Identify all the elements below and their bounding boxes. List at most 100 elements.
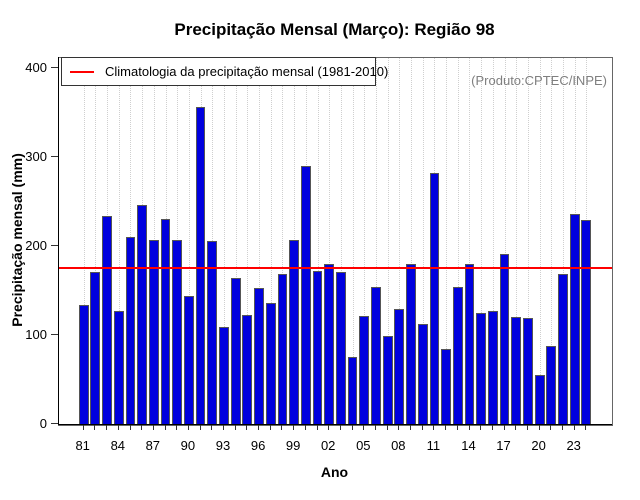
bar-1981 [78, 304, 89, 425]
x-tick-label: 87 [145, 438, 161, 453]
bar-2018 [511, 317, 522, 425]
grid-line [340, 58, 342, 425]
x-tick [106, 425, 108, 430]
bar-2003 [335, 271, 346, 425]
bar-1991 [195, 107, 206, 425]
x-tick [199, 425, 201, 430]
grid-line [422, 58, 424, 425]
y-tick [51, 334, 58, 335]
x-tick [164, 425, 166, 430]
grid-line [259, 58, 261, 425]
y-tick [51, 156, 58, 157]
x-tick-label: 02 [320, 438, 336, 453]
bar-1995 [242, 314, 253, 425]
bar-2024 [581, 220, 592, 425]
bar-1994 [230, 278, 241, 425]
x-tick [585, 425, 587, 430]
bar-1986 [137, 205, 148, 425]
x-tick [246, 425, 248, 430]
x-tick [550, 425, 552, 430]
bar-1992 [207, 240, 218, 425]
x-tick [386, 425, 388, 430]
bar-2021 [546, 345, 557, 425]
grid-line [317, 58, 319, 425]
y-tick-label: 200 [25, 238, 47, 253]
grid-line [457, 58, 459, 425]
grid-line [235, 58, 237, 425]
grid-line [83, 58, 85, 425]
y-tick [51, 67, 58, 68]
bar-1984 [113, 311, 124, 425]
grid-line [329, 58, 331, 425]
x-tick [304, 425, 306, 430]
grid-line [387, 58, 389, 425]
bar-2005 [359, 315, 370, 425]
legend-label: Climatologia da precipitação mensal (198… [105, 64, 389, 79]
bar-2016 [487, 311, 498, 425]
x-tick [398, 425, 400, 430]
x-axis-label: Ano [320, 464, 349, 480]
bar-2009 [406, 263, 416, 425]
grid-line [469, 58, 471, 425]
x-tick [328, 425, 330, 430]
bar-1993 [219, 327, 229, 425]
x-tick [421, 425, 423, 430]
y-tick [51, 423, 58, 424]
x-tick-label: 05 [356, 438, 371, 453]
x-tick [456, 425, 458, 430]
grid-line [399, 58, 401, 425]
x-tick [187, 425, 189, 430]
climatology-line-swatch-icon [70, 70, 94, 73]
grid-line [352, 58, 354, 425]
x-tick [82, 425, 84, 430]
x-tick [339, 425, 341, 430]
bar-1999 [289, 239, 300, 425]
bar-1983 [102, 215, 112, 425]
grid-line [247, 58, 249, 425]
x-tick [258, 425, 260, 430]
x-tick-label: 23 [566, 438, 581, 453]
grid-line [223, 58, 225, 425]
y-tick [51, 245, 58, 246]
bar-2000 [300, 166, 311, 425]
grid-line [95, 58, 97, 425]
bar-2012 [441, 348, 451, 425]
x-tick [129, 425, 131, 430]
x-tick-label: 99 [285, 438, 301, 453]
x-tick-label: 90 [180, 438, 196, 453]
x-tick [141, 425, 143, 430]
grid-line [562, 58, 564, 425]
bar-2004 [347, 357, 358, 425]
x-tick-label: 08 [391, 438, 406, 453]
x-tick [538, 425, 540, 430]
bar-2001 [312, 271, 323, 425]
bar-2013 [452, 287, 463, 425]
x-tick [374, 425, 376, 430]
bar-1982 [90, 271, 101, 425]
grid-line [270, 58, 272, 425]
x-tick [433, 425, 435, 430]
bar-1989 [172, 239, 183, 425]
grid-line [527, 58, 529, 425]
x-tick [293, 425, 295, 430]
x-tick [491, 425, 493, 430]
bar-2023 [569, 214, 580, 425]
x-axis-line [58, 424, 612, 425]
grid-line [551, 58, 553, 425]
x-tick [223, 425, 224, 430]
bar-1997 [265, 303, 276, 425]
bar-1998 [277, 273, 288, 425]
x-tick [234, 425, 236, 430]
grid-line [516, 58, 518, 425]
x-tick [117, 425, 119, 430]
x-tick [445, 425, 447, 430]
bar-2011 [429, 173, 440, 425]
x-tick-label: 84 [110, 438, 126, 453]
x-tick [515, 425, 517, 430]
x-tick [94, 425, 96, 430]
x-tick [410, 425, 411, 430]
x-tick [503, 425, 505, 430]
grid-line [364, 58, 366, 425]
x-tick [351, 425, 353, 430]
